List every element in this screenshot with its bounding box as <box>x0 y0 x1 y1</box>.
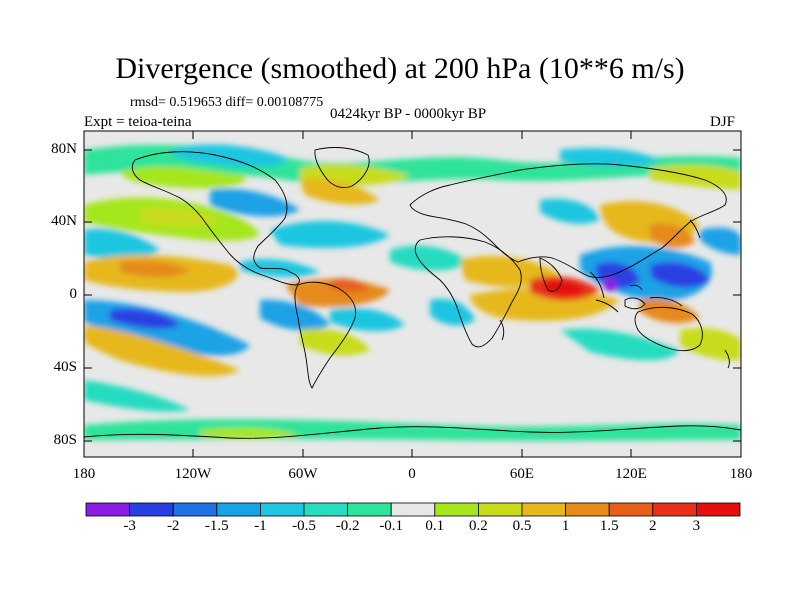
colorbar-swatch <box>259 502 305 517</box>
lon-label: 180 <box>72 466 96 482</box>
colorbar-swatch <box>521 502 566 517</box>
lon-label: 60E <box>509 466 535 482</box>
colorbar-label: 0.5 <box>512 518 532 534</box>
season-label: DJF <box>710 114 736 130</box>
divergence-field <box>84 144 741 441</box>
lon-label: 180 <box>729 466 753 482</box>
colorbar-swatch <box>434 502 479 517</box>
colorbar-swatch <box>347 502 392 517</box>
colorbar-swatch <box>303 502 348 517</box>
colorbar-label: -0.2 <box>335 518 360 534</box>
colorbar-label: -1 <box>254 518 267 534</box>
colorbar-swatch <box>477 502 523 517</box>
colorbar-label: -2 <box>166 518 180 534</box>
colorbar-label: 0.2 <box>469 518 488 534</box>
colorbar-swatch <box>129 502 174 517</box>
colorbar-label: 3 <box>692 518 701 534</box>
lat-label: 40N <box>51 213 77 229</box>
lon-label: 120E <box>615 466 647 482</box>
colorbar-label: -1.5 <box>204 518 229 534</box>
map-title: Divergence (smoothed) at 200 hPa (10**6 … <box>115 52 685 85</box>
colorbar-label: 1.5 <box>599 518 619 534</box>
lon-label: 120W <box>174 466 212 482</box>
colorbar-label: 1 <box>561 518 570 534</box>
colorbar-label: -0.5 <box>292 518 316 534</box>
colorbar-label: 2 <box>649 518 657 534</box>
axis-ticks <box>84 131 741 457</box>
colorbar-label: 0.1 <box>425 518 445 534</box>
colorbar-swatch <box>608 502 654 517</box>
lat-label: 80N <box>51 141 77 157</box>
colorbar-label: -3 <box>123 518 136 534</box>
lon-label: 60W <box>288 466 318 482</box>
colorbar-label: -0.1 <box>379 518 404 534</box>
lat-label: 80S <box>53 432 77 448</box>
experiment-text: Expt = teioa-teina <box>84 114 192 130</box>
stats-text: rmsd= 0.519653 diff= 0.00108775 <box>130 95 324 110</box>
colorbar-swatch <box>216 502 261 517</box>
colorbar-swatch <box>390 502 436 517</box>
lon-label: 0 <box>408 466 416 482</box>
colorbar-swatch <box>652 502 697 517</box>
lat-label: 0 <box>69 286 78 302</box>
coastlines <box>84 147 741 439</box>
colorbar-swatch <box>565 502 610 517</box>
colorbar <box>85 502 741 517</box>
colorbar-swatch <box>696 502 741 517</box>
period-text: 0424kyr BP - 0000kyr BP <box>329 106 487 122</box>
colorbar-swatch <box>85 502 130 517</box>
colorbar-swatch <box>172 502 218 517</box>
lat-label: 40S <box>53 359 77 375</box>
